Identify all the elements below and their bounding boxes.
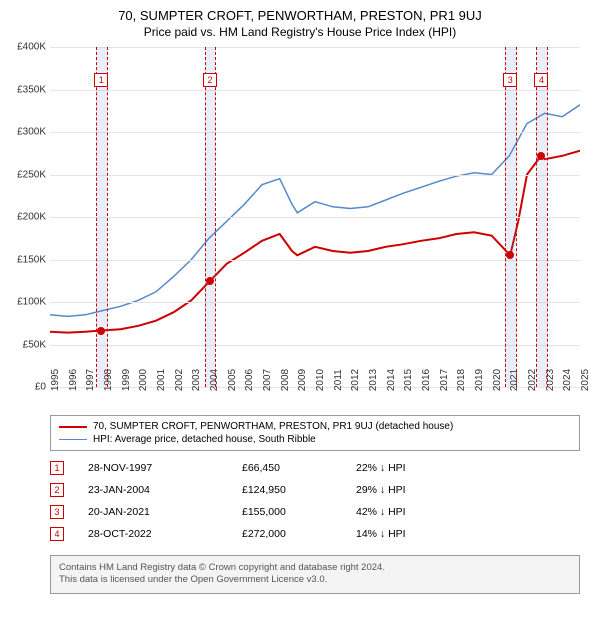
legend-item: HPI: Average price, detached house, Sout… <box>59 433 571 446</box>
legend-item: 70, SUMPTER CROFT, PENWORTHAM, PRESTON, … <box>59 420 571 433</box>
x-axis-label: 2013 <box>368 369 379 391</box>
chart-subtitle: Price paid vs. HM Land Registry's House … <box>12 25 588 39</box>
y-axis-label: £200K <box>12 212 46 223</box>
marker-dot-1 <box>97 327 105 335</box>
footer-line-1: Contains HM Land Registry data © Crown c… <box>59 562 571 574</box>
x-axis-label: 1999 <box>121 369 132 391</box>
transaction-pct: 14% ↓ HPI <box>356 528 476 540</box>
x-axis-label: 1996 <box>68 369 79 391</box>
transaction-pct: 22% ↓ HPI <box>356 462 476 474</box>
chart-title: 70, SUMPTER CROFT, PENWORTHAM, PRESTON, … <box>12 8 588 23</box>
chart-footer: Contains HM Land Registry data © Crown c… <box>50 555 580 594</box>
x-axis-label: 2006 <box>244 369 255 391</box>
y-axis-label: £100K <box>12 297 46 308</box>
marker-label-4: 4 <box>534 73 548 87</box>
chart-legend: 70, SUMPTER CROFT, PENWORTHAM, PRESTON, … <box>50 415 580 451</box>
transaction-pct: 42% ↓ HPI <box>356 506 476 518</box>
x-axis-label: 2015 <box>403 369 414 391</box>
y-axis-label: £300K <box>12 127 46 138</box>
x-axis-label: 2014 <box>386 369 397 391</box>
marker-label-1: 1 <box>94 73 108 87</box>
transaction-marker: 3 <box>50 505 64 519</box>
marker-dot-4 <box>537 152 545 160</box>
transaction-row: 4 28-OCT-2022 £272,000 14% ↓ HPI <box>50 523 580 545</box>
marker-dot-3 <box>506 251 514 259</box>
y-axis-label: £400K <box>12 42 46 53</box>
transaction-date: 23-JAN-2004 <box>88 484 238 496</box>
transaction-pct: 29% ↓ HPI <box>356 484 476 496</box>
x-axis-label: 2012 <box>350 369 361 391</box>
series-property <box>50 151 580 333</box>
x-axis-label: 2001 <box>156 369 167 391</box>
y-axis-label: £150K <box>12 254 46 265</box>
transaction-date: 20-JAN-2021 <box>88 506 238 518</box>
x-axis-label: 2019 <box>474 369 485 391</box>
transaction-row: 2 23-JAN-2004 £124,950 29% ↓ HPI <box>50 479 580 501</box>
x-axis-label: 2016 <box>421 369 432 391</box>
chart-plot-area: £0£50K£100K£150K£200K£250K£300K£350K£400… <box>50 47 580 387</box>
legend-swatch <box>59 426 87 428</box>
y-axis-label: £50K <box>12 339 46 350</box>
x-axis-label: 1997 <box>85 369 96 391</box>
x-axis-label: 2011 <box>333 369 344 391</box>
x-axis-label: 2000 <box>138 369 149 391</box>
transaction-marker: 1 <box>50 461 64 475</box>
transaction-price: £124,950 <box>242 484 352 496</box>
legend-label: HPI: Average price, detached house, Sout… <box>93 434 316 445</box>
legend-label: 70, SUMPTER CROFT, PENWORTHAM, PRESTON, … <box>93 421 453 432</box>
transaction-row: 3 20-JAN-2021 £155,000 42% ↓ HPI <box>50 501 580 523</box>
marker-label-3: 3 <box>503 73 517 87</box>
x-axis-label: 2009 <box>297 369 308 391</box>
marker-dot-2 <box>206 277 214 285</box>
x-axis-label: 1995 <box>50 369 61 391</box>
x-axis-label: 2024 <box>562 369 573 391</box>
series-hpi <box>50 105 580 317</box>
x-axis-label: 2007 <box>262 369 273 391</box>
transaction-price: £155,000 <box>242 506 352 518</box>
x-axis-label: 2005 <box>227 369 238 391</box>
y-axis-label: £350K <box>12 84 46 95</box>
legend-swatch <box>59 439 87 441</box>
transaction-date: 28-OCT-2022 <box>88 528 238 540</box>
y-axis-label: £250K <box>12 169 46 180</box>
transaction-row: 1 28-NOV-1997 £66,450 22% ↓ HPI <box>50 457 580 479</box>
x-axis-label: 2018 <box>456 369 467 391</box>
x-axis-label: 2010 <box>315 369 326 391</box>
x-axis-label: 2017 <box>439 369 450 391</box>
x-axis-label: 2002 <box>174 369 185 391</box>
chart-container: 70, SUMPTER CROFT, PENWORTHAM, PRESTON, … <box>0 0 600 602</box>
y-axis-label: £0 <box>12 382 46 393</box>
transaction-price: £66,450 <box>242 462 352 474</box>
marker-label-2: 2 <box>203 73 217 87</box>
x-axis-label: 2020 <box>492 369 503 391</box>
transaction-marker: 2 <box>50 483 64 497</box>
transaction-marker: 4 <box>50 527 64 541</box>
transaction-date: 28-NOV-1997 <box>88 462 238 474</box>
transaction-price: £272,000 <box>242 528 352 540</box>
transactions-table: 1 28-NOV-1997 £66,450 22% ↓ HPI 2 23-JAN-2004… <box>50 457 580 545</box>
footer-line-2: This data is licensed under the Open Gov… <box>59 574 571 586</box>
x-axis-label: 2025 <box>580 369 591 391</box>
x-axis-label: 2003 <box>191 369 202 391</box>
x-axis-label: 2008 <box>280 369 291 391</box>
